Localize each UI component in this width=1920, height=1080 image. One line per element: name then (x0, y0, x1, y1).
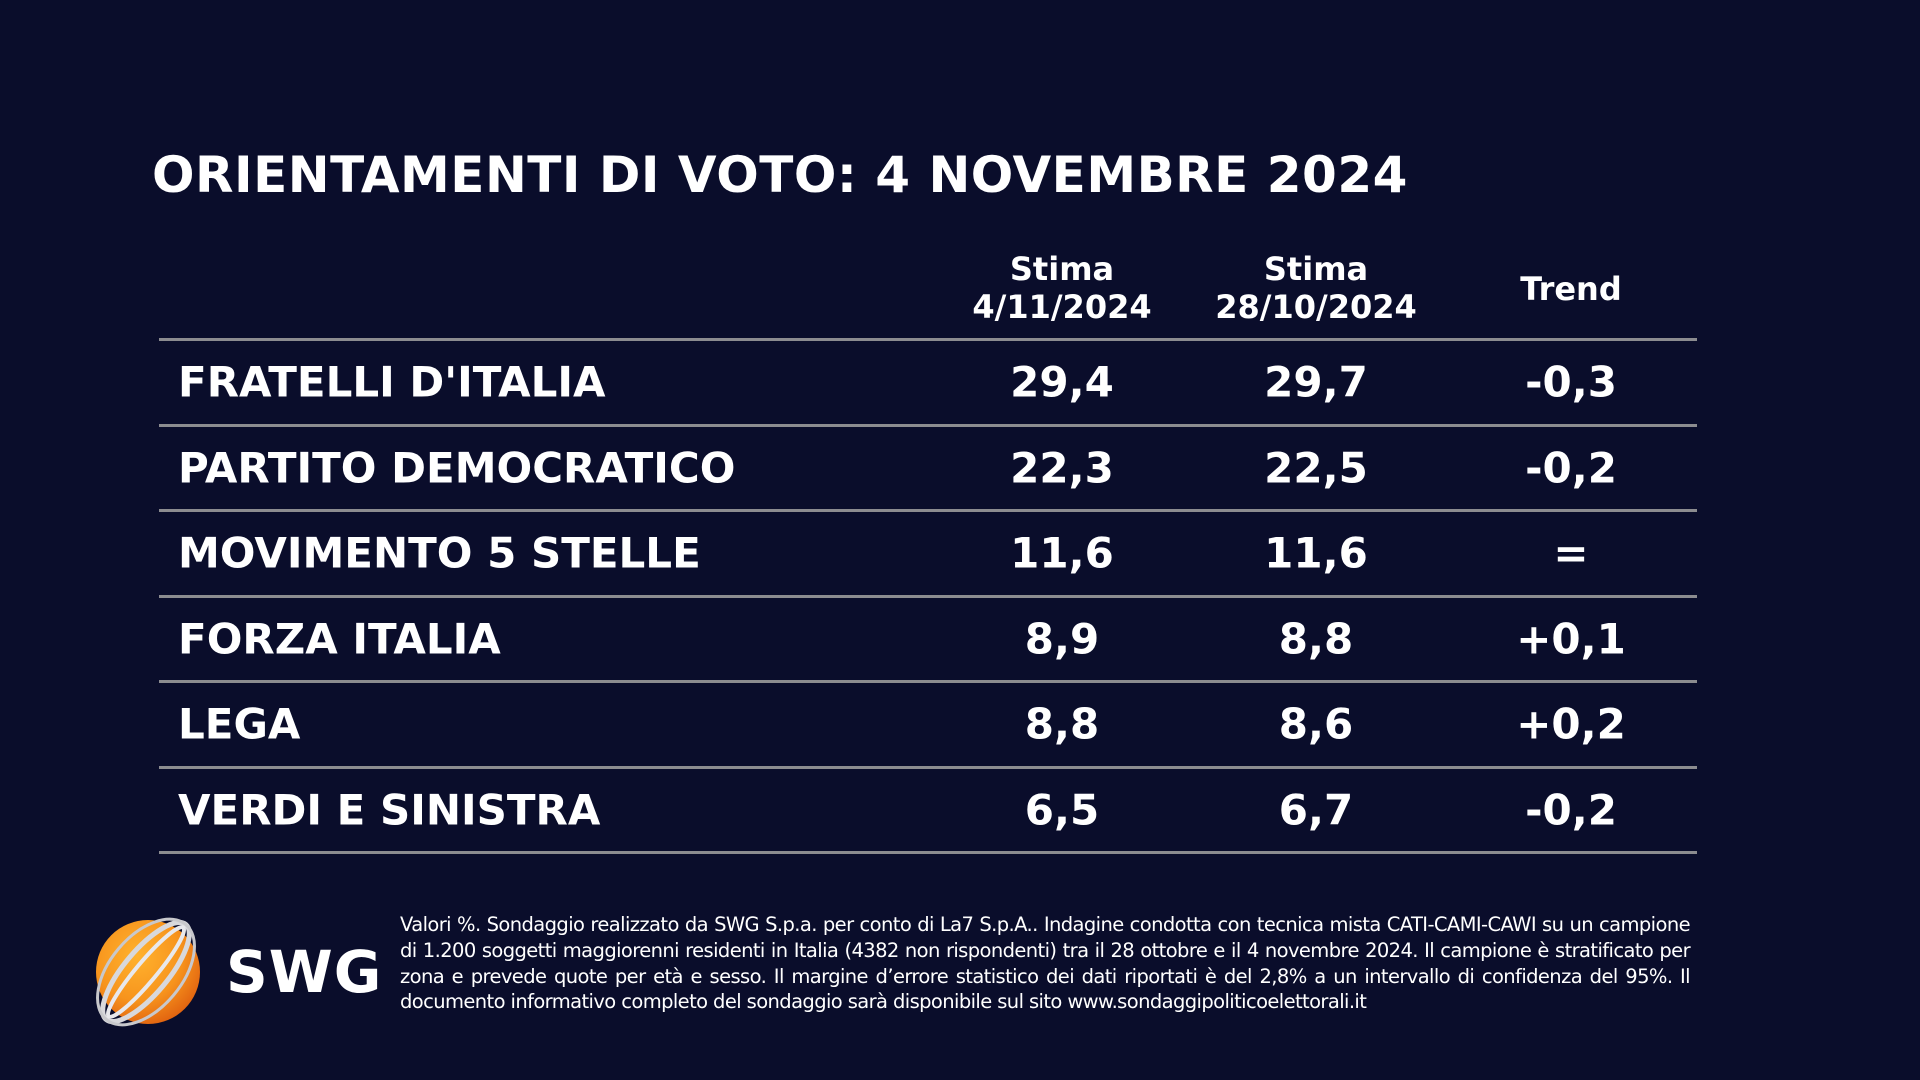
header-line2: 28/10/2024 (1215, 288, 1417, 326)
column-header-trend: Trend (1441, 270, 1701, 308)
party: PARTITO DEMOCRATICO (178, 443, 736, 492)
row-divider (159, 338, 1697, 341)
trend-value: = (1553, 528, 1589, 578)
row-divider (159, 765, 1697, 769)
value-previous: 22,5 (1264, 443, 1368, 492)
party: MOVIMENTO 5 STELLE (178, 528, 701, 578)
value-current: 6,5 (1024, 785, 1100, 834)
party: FRATELLI D'ITALIA (178, 357, 606, 407)
value-previous: 11,6 (1264, 528, 1368, 578)
trend-value: -0,2 (1525, 443, 1617, 492)
party: VERDI E SINISTRA (178, 785, 601, 834)
logo-text: SWG (226, 938, 383, 1006)
column-header-previous: Stima 28/10/2024 (1186, 250, 1446, 326)
table-row: VERDI E SINISTRA 6,5 6,7 -0,2 (159, 769, 1697, 851)
party: LEGA (178, 699, 301, 749)
table-row: PARTITO DEMOCRATICO 22,3 22,5 -0,2 (159, 427, 1697, 509)
page-title: ORIENTAMENTI DI VOTO: 4 NOVEMBRE 2024 (152, 146, 1408, 204)
trend-value: +0,2 (1516, 699, 1626, 749)
table-row: MOVIMENTO 5 STELLE 11,6 11,6 = (159, 512, 1697, 594)
row-divider (159, 509, 1697, 512)
row-divider (159, 423, 1697, 427)
value-previous: 6,7 (1278, 785, 1354, 834)
header-line1: Stima (1263, 250, 1369, 288)
table-row: FORZA ITALIA 8,9 8,8 +0,1 (159, 598, 1697, 680)
value-previous: 8,8 (1278, 614, 1354, 663)
party: FORZA ITALIA (178, 614, 501, 663)
methodology-note: Valori %. Sondaggio realizzato da SWG S.… (400, 913, 1691, 1014)
header-line1: Stima (1009, 250, 1115, 288)
row-divider (159, 851, 1697, 854)
value-current: 11,6 (1010, 528, 1114, 578)
value-current: 8,8 (1024, 699, 1100, 749)
header-line1: Trend (1520, 270, 1622, 308)
trend-value: +0,1 (1516, 614, 1626, 663)
header-line2: 4/11/2024 (972, 288, 1152, 326)
table-row: LEGA 8,8 8,6 +0,2 (159, 683, 1697, 765)
swg-logo: SWG (80, 910, 383, 1040)
trend-value: -0,2 (1525, 785, 1617, 834)
column-header-current: Stima 4/11/2024 (932, 250, 1192, 326)
globe-icon (96, 917, 200, 1027)
value-current: 8,9 (1024, 614, 1100, 663)
table-row: FRATELLI D'ITALIA 29,4 29,7 -0,3 (159, 341, 1697, 423)
trend-value: -0,3 (1525, 357, 1617, 407)
value-previous: 29,7 (1264, 357, 1368, 407)
row-divider (159, 680, 1697, 683)
value-current: 29,4 (1010, 357, 1114, 407)
row-divider (159, 594, 1697, 598)
value-previous: 8,6 (1278, 699, 1354, 749)
value-current: 22,3 (1010, 443, 1114, 492)
